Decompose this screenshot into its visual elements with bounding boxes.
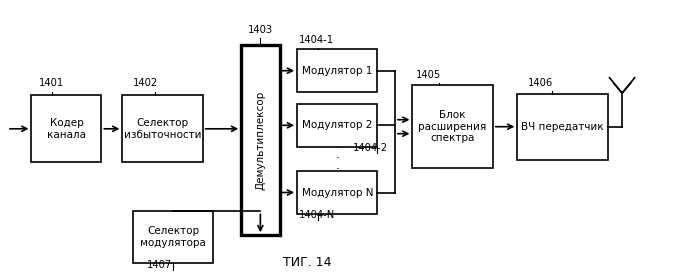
Text: 1404-2: 1404-2 [353, 143, 388, 153]
Text: 1405: 1405 [416, 70, 441, 80]
Text: Демультиплексор: Демультиплексор [255, 90, 266, 190]
Text: 1403: 1403 [248, 25, 273, 35]
Text: 1401: 1401 [38, 78, 64, 88]
Text: Модулятор 1: Модулятор 1 [302, 66, 373, 76]
Bar [133, 211, 213, 263]
Text: Блок
расширения
спектра: Блок расширения спектра [419, 110, 487, 143]
Text: Кодер
канала: Кодер канала [47, 118, 86, 140]
Text: Селектор
избыточности: Селектор избыточности [124, 118, 201, 140]
Text: 1402: 1402 [133, 78, 158, 88]
Text: 1404-1: 1404-1 [299, 35, 334, 45]
Bar [297, 49, 377, 92]
Text: 1406: 1406 [528, 78, 553, 88]
Bar [517, 94, 608, 160]
Text: Модулятор 2: Модулятор 2 [302, 120, 373, 130]
Text: ΤИГ. 14: ΤИГ. 14 [283, 256, 332, 269]
Text: ·
·
·: · · · [336, 141, 339, 176]
Text: 1404-N: 1404-N [299, 210, 336, 220]
Text: 1407: 1407 [147, 260, 172, 270]
Text: Модулятор N: Модулятор N [301, 188, 373, 197]
Bar [297, 171, 377, 214]
Text: ВЧ передатчик: ВЧ передатчик [521, 122, 604, 132]
Bar [122, 95, 203, 162]
Bar [241, 45, 280, 235]
Bar [31, 95, 101, 162]
Bar [412, 85, 493, 168]
Bar [297, 104, 377, 147]
Text: Селектор
модулятора: Селектор модулятора [140, 227, 206, 248]
